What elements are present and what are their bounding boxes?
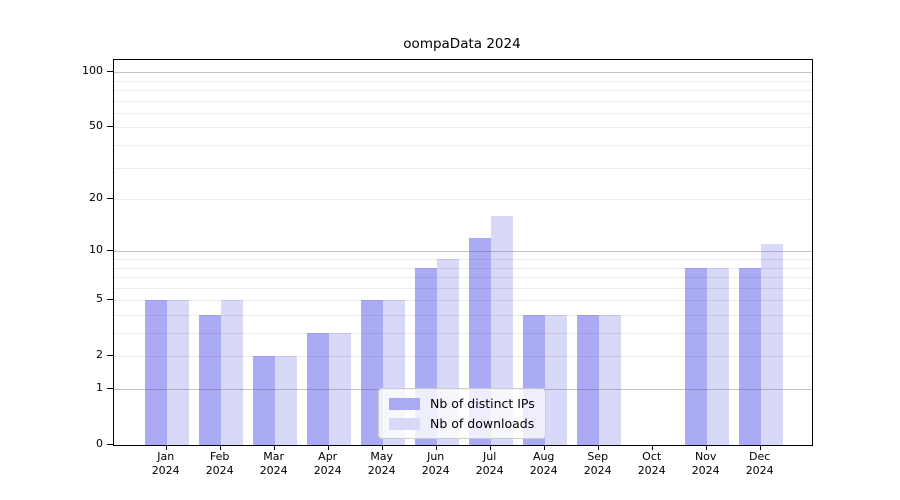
y-tick-label-2: 2 [96,348,103,362]
gridline-minor-50 [114,127,812,129]
y-tick-mark-2 [107,355,113,357]
x-tick-mark-aug [543,445,545,450]
y-tick-label-20: 20 [89,191,103,205]
bar-nb-of-distinct-ips-may [360,300,383,445]
gridline-minor-3 [114,333,812,334]
gridline-minor-4 [114,315,812,316]
gridline-minor-9 [114,259,812,260]
y-tick-label-0: 0 [96,437,103,450]
bar-nb-of-downloads-mar [274,356,297,445]
y-tick-label-5: 5 [96,292,103,306]
x-tick-label-jan: Jan 2024 [151,450,180,478]
legend-item-nb-of-downloads: Nb of downloads [389,416,535,431]
y-tick-mark-10 [107,250,113,252]
gridline-minor-8 [114,267,812,269]
y-tick-mark-20 [107,198,113,200]
gridline-minor-5 [114,300,812,302]
gridline-minor-80 [114,90,812,91]
y-tick-mark-1 [107,388,113,389]
x-tick-label-nov: Nov 2024 [691,450,720,478]
x-tick-mark-dec [759,445,761,450]
x-tick-label-feb: Feb 2024 [205,450,234,478]
bar-nb-of-downloads-jul [490,216,513,445]
bar-nb-of-distinct-ips-feb [198,315,221,445]
x-tick-label-may: May 2024 [367,450,396,478]
bar-nb-of-distinct-ips-apr [306,333,329,445]
plot-area [113,59,813,446]
x-tick-mark-mar [273,445,275,450]
legend: Nb of distinct IPs Nb of downloads [378,388,546,439]
gridline-minor-30 [114,167,812,169]
legend-item-nb-of-distinct-ips: Nb of distinct IPs [389,396,535,411]
bar-nb-of-distinct-ips-mar [252,356,275,445]
y-tick-mark-100 [107,71,113,73]
bar-nb-of-downloads-nov [706,267,729,445]
x-tick-mark-jun [435,445,437,450]
gridline-minor-70 [114,100,812,102]
bar-nb-of-downloads-jan [166,300,189,445]
legend-label: Nb of downloads [430,416,535,431]
x-tick-label-jun: Jun 2024 [421,450,450,478]
x-tick-mark-feb [219,445,221,450]
bar-nb-of-downloads-aug [544,315,567,445]
bar-nb-of-distinct-ips-jan [144,300,167,445]
gridline-minor-6 [114,287,812,289]
x-tick-label-jul: Jul 2024 [475,450,504,478]
gridline-minor-2 [114,356,812,358]
bar-nb-of-downloads-feb [220,300,243,445]
gridline-major-100 [114,72,812,74]
x-tick-mark-jul [489,445,491,450]
gridline-major-10 [114,251,812,253]
x-tick-label-apr: Apr 2024 [313,450,342,478]
gridline-minor-20 [114,199,812,201]
legend-swatch-2 [389,417,420,430]
x-tick-mark-apr [327,445,329,450]
x-tick-mark-nov [705,445,707,450]
x-tick-mark-sep [597,445,599,450]
x-tick-label-aug: Aug 2024 [529,450,558,478]
legend-swatch-1 [389,397,420,410]
x-tick-label-sep: Sep 2024 [583,450,612,478]
y-tick-mark-50 [107,126,113,128]
bar-nb-of-distinct-ips-dec [738,267,761,445]
y-tick-label-10: 10 [89,243,103,257]
x-tick-mark-oct [651,445,653,450]
y-tick-mark-0 [107,444,113,445]
gridline-minor-90 [114,80,812,82]
x-tick-mark-may [381,445,383,450]
gridline-minor-60 [114,113,812,114]
bar-nb-of-downloads-sep [598,315,621,445]
y-tick-label-100: 100 [82,64,103,78]
gridline-minor-7 [114,277,812,278]
y-tick-label-50: 50 [89,119,103,133]
x-tick-label-dec: Dec 2024 [745,450,774,478]
x-tick-label-mar: Mar 2024 [259,450,288,478]
bar-nb-of-downloads-dec [760,244,783,445]
bar-nb-of-downloads-apr [328,333,351,445]
bar-nb-of-distinct-ips-nov [684,267,707,445]
x-tick-label-oct: Oct 2024 [637,450,666,478]
gridline-minor-40 [114,145,812,146]
y-tick-mark-5 [107,299,113,301]
y-tick-label-1: 1 [96,381,103,394]
x-tick-mark-jan [165,445,167,450]
legend-label: Nb of distinct IPs [430,396,535,411]
bar-nb-of-distinct-ips-sep [576,315,599,445]
chart-title: oompaData 2024 [403,36,521,52]
